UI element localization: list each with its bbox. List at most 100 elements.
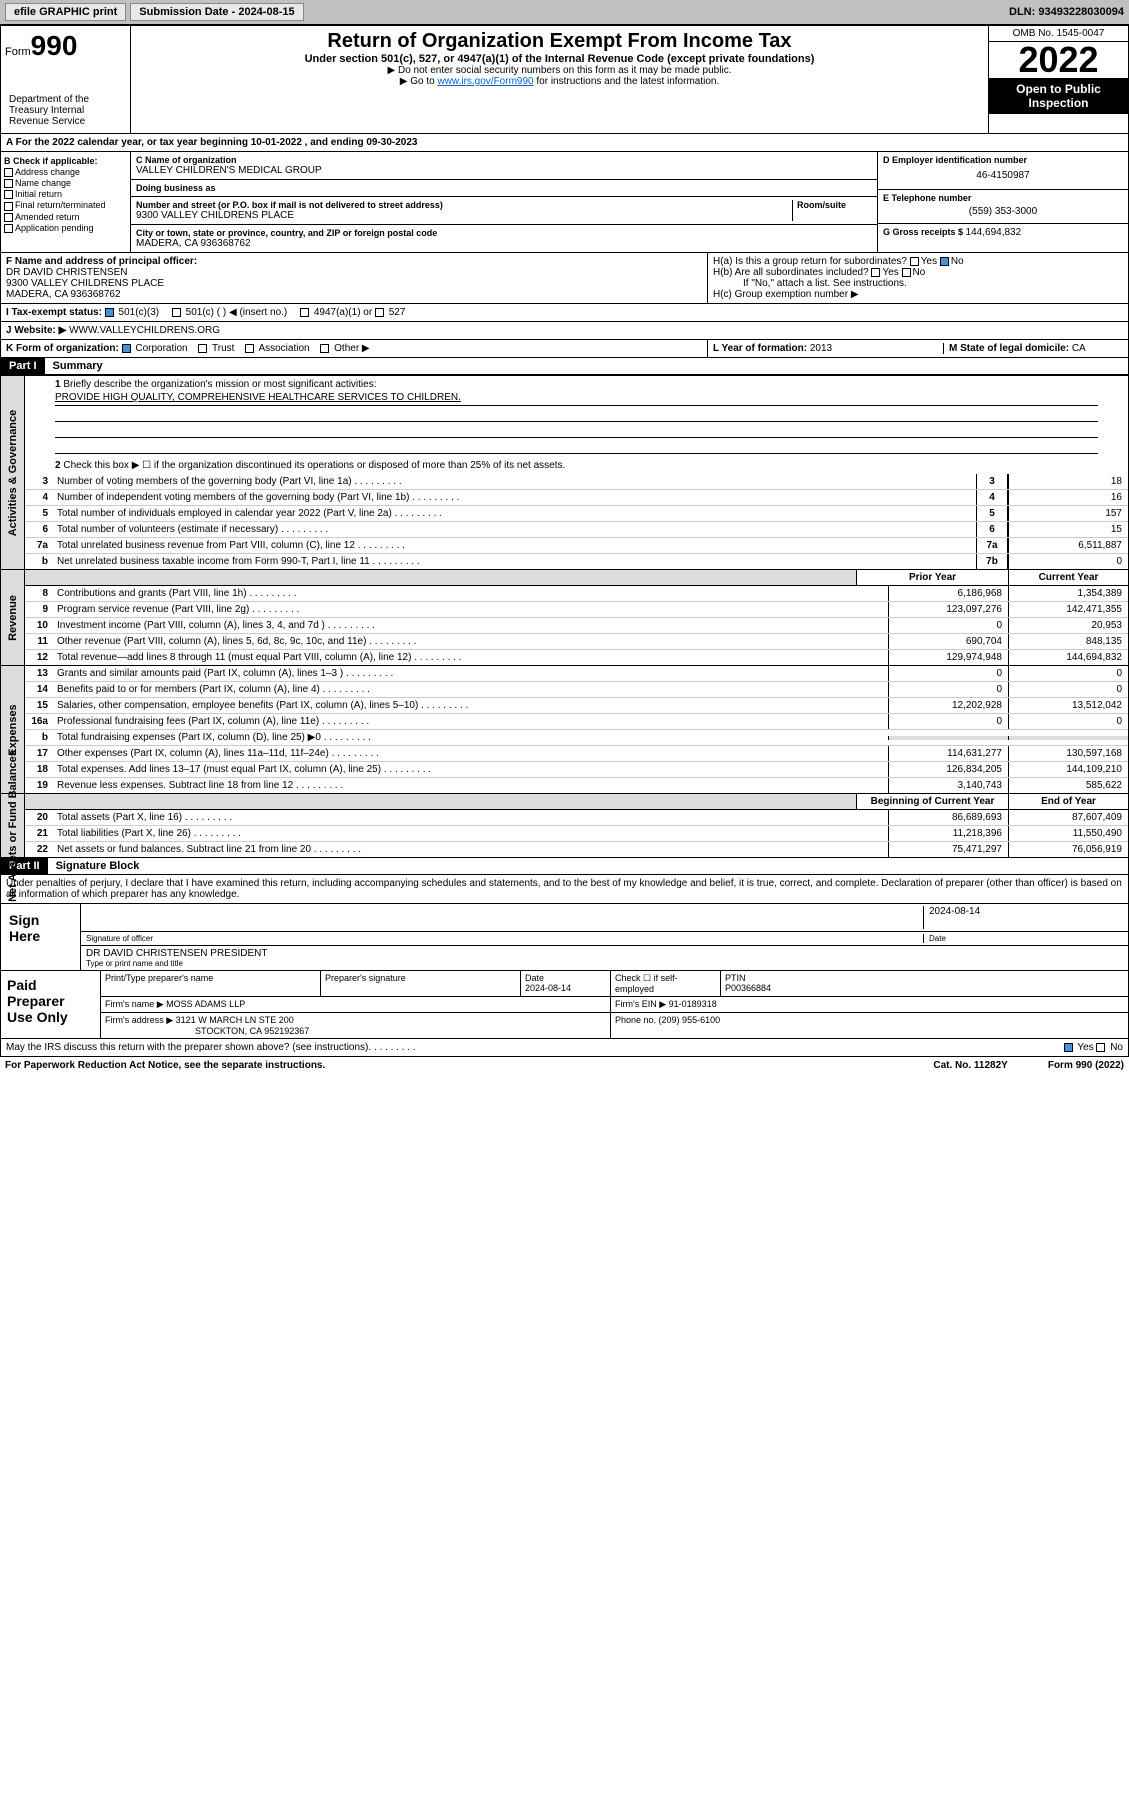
chk-final[interactable]: Final return/terminated	[4, 200, 127, 210]
part1-hdr: Part ISummary	[0, 358, 1129, 376]
gross-lbl: G Gross receipts $	[883, 227, 966, 237]
row-i: I Tax-exempt status: 501(c)(3) 501(c) ( …	[0, 304, 1129, 322]
line-7a: 7aTotal unrelated business revenue from …	[25, 538, 1128, 554]
line-22: 22Net assets or fund balances. Subtract …	[25, 842, 1128, 857]
chk-corp[interactable]	[122, 344, 131, 353]
firm-city: STOCKTON, CA 952192367	[105, 1026, 309, 1036]
tel: (559) 353-3000	[883, 203, 1123, 220]
row-j: J Website: ▶ WWW.VALLEYCHILDRENS.ORG	[0, 322, 1129, 340]
tel-lbl: E Telephone number	[883, 193, 1123, 203]
discuss-no[interactable]	[1096, 1043, 1105, 1052]
org-name: VALLEY CHILDREN'S MEDICAL GROUP	[136, 165, 872, 176]
chk-init[interactable]: Initial return	[4, 189, 127, 199]
hdr-prior: Prior Year	[856, 570, 1008, 585]
dln: DLN: 93493228030094	[1009, 6, 1124, 18]
chk-other[interactable]	[320, 344, 329, 353]
subtitle2: ▶ Do not enter social security numbers o…	[135, 65, 984, 76]
signer-name: DR DAVID CHRISTENSEN PRESIDENT	[86, 948, 1123, 959]
main-grid: B Check if applicable: Address change Na…	[0, 152, 1129, 253]
hb: H(b) Are all subordinates included? Yes …	[713, 267, 1123, 278]
subtitle1: Under section 501(c), 527, or 4947(a)(1)…	[135, 53, 984, 65]
j-lbl: J Website: ▶	[6, 325, 66, 336]
addr: 9300 VALLEY CHILDRENS PLACE	[136, 210, 792, 221]
mission: 1 Briefly describe the organization's mi…	[25, 376, 1128, 474]
chk-501c[interactable]	[172, 308, 181, 317]
chk-addr[interactable]: Address change	[4, 167, 127, 177]
form-number: Form990	[5, 30, 126, 62]
city-lbl: City or town, state or province, country…	[136, 228, 872, 238]
sec-expenses: Expenses 13Grants and similar amounts pa…	[0, 666, 1129, 794]
discuss-q: May the IRS discuss this return with the…	[6, 1042, 368, 1053]
ptin: P00366884	[725, 983, 771, 993]
vl-exp: Expenses	[7, 704, 19, 755]
prep-lbl: Paid Preparer Use Only	[1, 971, 101, 1038]
hdr-curr: Current Year	[1008, 570, 1128, 585]
sig-block: Sign Here 2024-08-14 Signature of office…	[0, 904, 1129, 1039]
line-6: 6Total number of volunteers (estimate if…	[25, 522, 1128, 538]
col-de: D Employer identification number46-41509…	[878, 152, 1128, 252]
f-lbl: F Name and address of principal officer:	[6, 256, 702, 267]
chk-527[interactable]	[375, 308, 384, 317]
vl-na: Net Assets or Fund Balances	[7, 750, 19, 902]
hdr-begin: Beginning of Current Year	[856, 794, 1008, 809]
cat-no: Cat. No. 11282Y	[933, 1060, 1007, 1071]
dba-lbl: Doing business as	[136, 183, 872, 193]
form-ref: Form 990 (2022)	[1048, 1060, 1124, 1071]
date-lbl: Date	[923, 934, 1123, 943]
room-lbl: Room/suite	[797, 200, 872, 210]
line-15: 15Salaries, other compensation, employee…	[25, 698, 1128, 714]
m-lbl: M State of legal domicile:	[949, 343, 1072, 354]
pra: For Paperwork Reduction Act Notice, see …	[5, 1060, 325, 1071]
form-title: Return of Organization Exempt From Incom…	[135, 30, 984, 53]
efile-btn[interactable]: efile GRAPHIC print	[5, 3, 126, 21]
name-lbl: C Name of organization	[136, 155, 872, 165]
addr-lbl: Number and street (or P.O. box if mail i…	[136, 200, 792, 210]
chk-4947[interactable]	[300, 308, 309, 317]
sec-netassets: Net Assets or Fund Balances Beginning of…	[0, 794, 1129, 858]
hc: H(c) Group exemption number ▶	[713, 289, 1123, 300]
line-20: 20Total assets (Part X, line 16)86,689,6…	[25, 810, 1128, 826]
officer-name: DR DAVID CHRISTENSEN	[6, 267, 702, 278]
dept: Department of the Treasury Internal Reve…	[5, 92, 126, 129]
discuss-yes[interactable]	[1064, 1043, 1073, 1052]
footer: For Paperwork Reduction Act Notice, see …	[0, 1057, 1129, 1074]
line-10: 10Investment income (Part VIII, column (…	[25, 618, 1128, 634]
officer-addr: 9300 VALLEY CHILDRENS PLACE	[6, 278, 702, 289]
discuss-row: May the IRS discuss this return with the…	[0, 1039, 1129, 1057]
open-inspect: Open to Public Inspection	[989, 78, 1128, 114]
city: MADERA, CA 936368762	[136, 238, 872, 249]
firm-name: MOSS ADAMS LLP	[166, 999, 245, 1009]
chk-501c3[interactable]	[105, 308, 114, 317]
topbar: efile GRAPHIC print Submission Date - 20…	[0, 0, 1129, 25]
line-3: 3Number of voting members of the governi…	[25, 474, 1128, 490]
line-12: 12Total revenue—add lines 8 through 11 (…	[25, 650, 1128, 665]
firm-addr: 3121 W MARCH LN STE 200	[176, 1015, 294, 1025]
line-21: 21Total liabilities (Part X, line 26)11,…	[25, 826, 1128, 842]
name-lbl: Type or print name and title	[86, 959, 1123, 968]
col-c: C Name of organizationVALLEY CHILDREN'S …	[131, 152, 878, 252]
line-4: 4Number of independent voting members of…	[25, 490, 1128, 506]
k-lbl: K Form of organization:	[6, 343, 119, 354]
form-header: Form990 Department of the Treasury Inter…	[0, 25, 1129, 134]
gross: 144,694,832	[966, 227, 1022, 238]
line-17: 17Other expenses (Part IX, column (A), l…	[25, 746, 1128, 762]
officer-city: MADERA, CA 936368762	[6, 289, 702, 300]
irs-link[interactable]: www.irs.gov/Form990	[437, 76, 533, 87]
chk-name[interactable]: Name change	[4, 178, 127, 188]
row-fh: F Name and address of principal officer:…	[0, 253, 1129, 304]
chk-amend[interactable]: Amended return	[4, 212, 127, 222]
firm-phone: (209) 955-6100	[659, 1015, 721, 1025]
chk-app[interactable]: Application pending	[4, 223, 127, 233]
line-b: bTotal fundraising expenses (Part IX, co…	[25, 730, 1128, 746]
sign-date: 2024-08-14	[923, 906, 1123, 929]
chk-assoc[interactable]	[245, 344, 254, 353]
website: WWW.VALLEYCHILDRENS.ORG	[66, 325, 220, 336]
row-a: A For the 2022 calendar year, or tax yea…	[0, 134, 1129, 152]
line-9: 9Program service revenue (Part VIII, lin…	[25, 602, 1128, 618]
chk-trust[interactable]	[198, 344, 207, 353]
line-16a: 16aProfessional fundraising fees (Part I…	[25, 714, 1128, 730]
line-13: 13Grants and similar amounts paid (Part …	[25, 666, 1128, 682]
domicile: CA	[1072, 343, 1086, 354]
year-form: 2013	[810, 343, 832, 354]
ha: H(a) Is this a group return for subordin…	[713, 256, 1123, 267]
